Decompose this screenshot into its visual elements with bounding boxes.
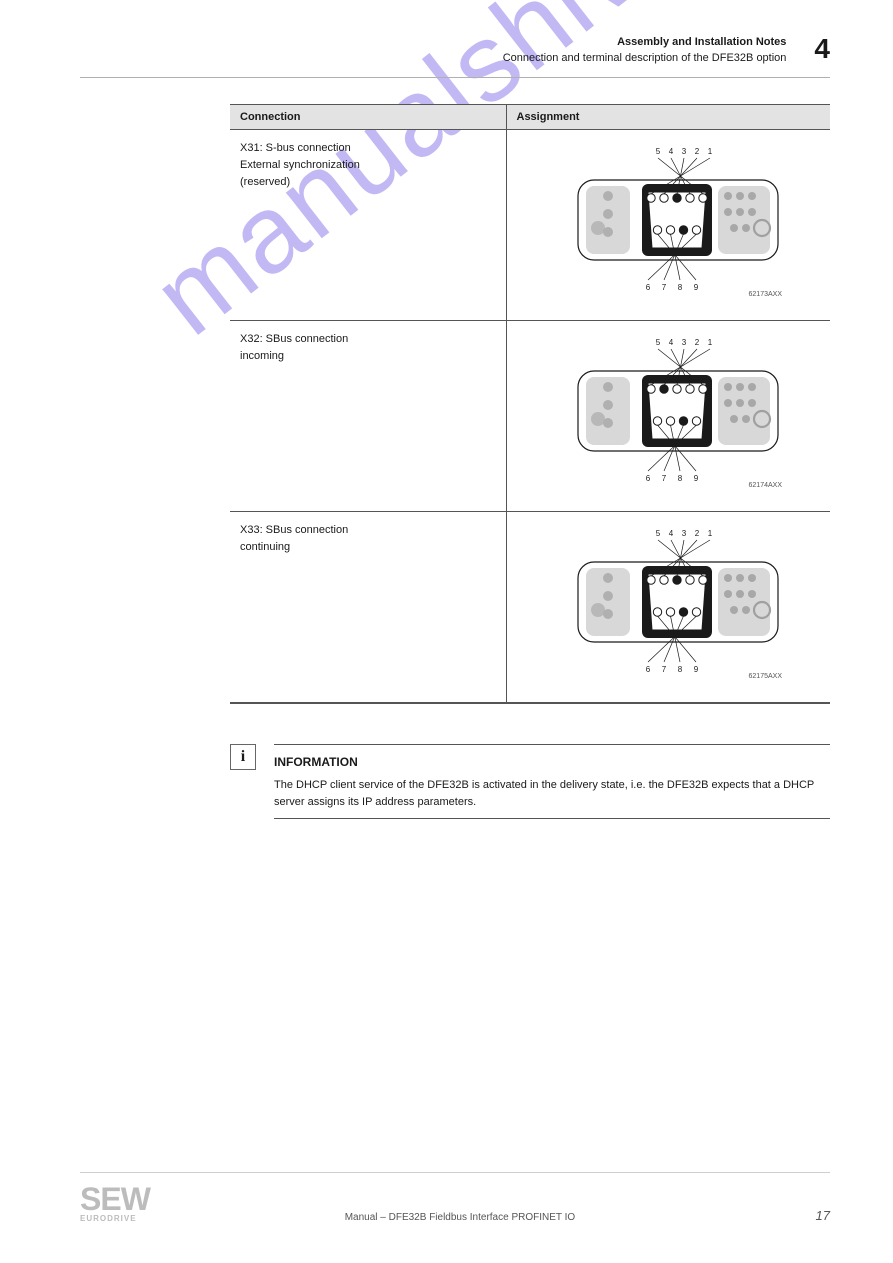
svg-text:1: 1 [708, 338, 713, 347]
cell-assignment: 54321 6 7 8 9 62175AXX [506, 511, 830, 703]
svg-text:9: 9 [694, 665, 699, 674]
svg-text:8: 8 [678, 474, 683, 483]
svg-text:1: 1 [708, 147, 713, 156]
svg-text:4: 4 [669, 529, 674, 538]
svg-text:7: 7 [662, 665, 667, 674]
svg-text:5: 5 [656, 529, 661, 538]
svg-text:6: 6 [646, 665, 651, 674]
svg-text:2: 2 [695, 338, 700, 347]
logo-subtext: EURODRIVE [80, 1214, 137, 1223]
cell-connection: X33: SBus connection continuing [230, 511, 506, 703]
info-note: i INFORMATION The DHCP client service of… [230, 744, 830, 819]
svg-text:8: 8 [678, 283, 683, 292]
page-header: Assembly and Installation Notes Connecti… [80, 35, 830, 78]
brand-logo: SEW EURODRIVE [80, 1185, 150, 1223]
connector-diagram: 54321 6 7 8 9 62173AXX [548, 140, 788, 300]
svg-text:3: 3 [682, 338, 687, 347]
svg-text:8: 8 [678, 665, 683, 674]
info-body: INFORMATION The DHCP client service of t… [274, 744, 830, 819]
connection-table: Connection Assignment X31: S-bus connect… [230, 104, 830, 704]
table-row: X33: SBus connection continuing 54321 6 7 8 9… [230, 511, 830, 703]
connector-diagram: 54321 6 7 8 9 62175AXX [548, 522, 788, 682]
table-row: X31: S-bus connection External synchroni… [230, 129, 830, 320]
table-row: X32: SBus connection incoming 54321 6 7 8 9 62… [230, 320, 830, 511]
page-number: 17 [770, 1208, 830, 1223]
footer-title: Manual – DFE32B Fieldbus Interface PROFI… [150, 1212, 770, 1223]
chapter-number: 4 [814, 35, 830, 67]
header-text: Assembly and Installation Notes Connecti… [503, 35, 787, 67]
col-connection: Connection [230, 104, 506, 129]
cell-assignment: 54321 6 7 8 9 62173AXX [506, 129, 830, 320]
connector-diagram: 54321 6 7 8 9 62174AXX [548, 331, 788, 491]
col-assignment: Assignment [506, 104, 830, 129]
svg-text:6: 6 [646, 283, 651, 292]
svg-text:2: 2 [695, 147, 700, 156]
svg-text:6: 6 [646, 474, 651, 483]
info-icon: i [230, 744, 256, 770]
info-text: The DHCP client service of the DFE32B is… [274, 777, 830, 810]
header-line2: Connection and terminal description of t… [503, 51, 787, 67]
page-content: Assembly and Installation Notes Connecti… [80, 35, 830, 819]
page-footer: SEW EURODRIVE Manual – DFE32B Fieldbus I… [80, 1172, 830, 1223]
svg-text:9: 9 [694, 283, 699, 292]
cell-connection: X31: S-bus connection External synchroni… [230, 129, 506, 320]
svg-text:9: 9 [694, 474, 699, 483]
svg-text:4: 4 [669, 338, 674, 347]
svg-text:5: 5 [656, 338, 661, 347]
cell-connection: X32: SBus connection incoming [230, 320, 506, 511]
svg-text:62173AXX: 62173AXX [749, 291, 783, 298]
svg-text:62175AXX: 62175AXX [749, 673, 783, 680]
svg-text:3: 3 [682, 147, 687, 156]
svg-text:3: 3 [682, 529, 687, 538]
svg-text:1: 1 [708, 529, 713, 538]
info-title: INFORMATION [274, 753, 830, 771]
svg-text:2: 2 [695, 529, 700, 538]
svg-text:7: 7 [662, 474, 667, 483]
header-line1: Assembly and Installation Notes [503, 35, 787, 51]
svg-text:62174AXX: 62174AXX [749, 482, 783, 489]
cell-assignment: 54321 6 7 8 9 62174AXX [506, 320, 830, 511]
logo-text: SEW [80, 1185, 150, 1214]
svg-text:7: 7 [662, 283, 667, 292]
svg-text:4: 4 [669, 147, 674, 156]
svg-text:5: 5 [656, 147, 661, 156]
